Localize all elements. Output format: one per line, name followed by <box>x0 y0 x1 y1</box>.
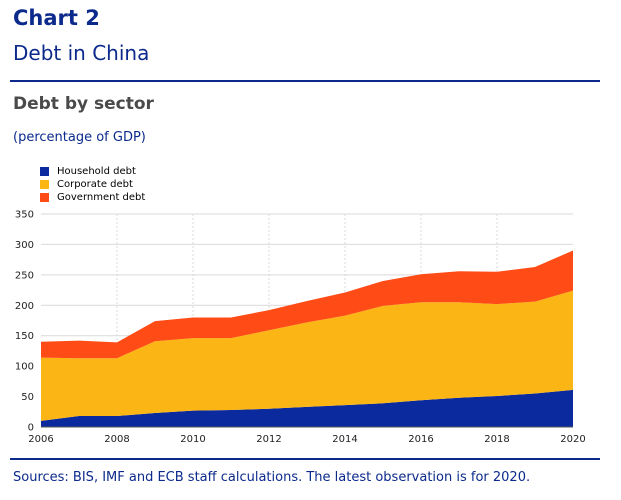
x-tick-label: 2010 <box>180 434 205 445</box>
chart-number: Chart 2 <box>13 6 100 30</box>
y-tick-label: 300 <box>15 240 34 251</box>
legend-swatch-corporate <box>40 180 49 189</box>
x-tick-label: 2020 <box>560 434 585 445</box>
legend: Household debt Corporate debt Government… <box>40 165 145 204</box>
chart-title: Debt in China <box>13 41 150 65</box>
legend-item-corporate: Corporate debt <box>40 178 145 191</box>
legend-label-household: Household debt <box>57 166 136 177</box>
area-layer <box>41 250 573 427</box>
y-tick-label: 250 <box>15 270 34 281</box>
x-tick-label: 2006 <box>28 434 53 445</box>
x-tick-label: 2014 <box>332 434 357 445</box>
unit-label: (percentage of GDP) <box>13 130 146 145</box>
y-tick-label: 50 <box>21 392 34 403</box>
x-tick-label: 2018 <box>484 434 509 445</box>
sources-note: Sources: BIS, IMF and ECB staff calculat… <box>13 470 531 485</box>
legend-item-household: Household debt <box>40 165 145 178</box>
legend-label-government: Government debt <box>57 192 146 203</box>
x-tick-label: 2008 <box>104 434 129 445</box>
y-tick-label: 100 <box>15 362 34 373</box>
legend-swatch-household <box>40 167 49 176</box>
legend-label-corporate: Corporate debt <box>57 179 133 190</box>
axis-layer: 0 50 100 150 200 250 300 350 2006 2008 2010 2012 201… <box>15 210 586 446</box>
area-household-debt <box>41 389 573 427</box>
y-tick-label: 0 <box>28 423 34 434</box>
x-tick-label: 2016 <box>408 434 433 445</box>
top-divider <box>10 80 600 82</box>
stacked-area-chart: 0 50 100 150 200 250 300 350 2006 2008 2010 2012 201… <box>15 210 586 446</box>
bottom-divider <box>10 458 600 460</box>
legend-item-government: Government debt <box>40 191 145 204</box>
legend-swatch-government <box>40 193 49 202</box>
y-tick-label: 150 <box>15 331 34 342</box>
y-tick-label: 200 <box>15 301 34 312</box>
area-government-debt <box>41 250 573 359</box>
x-tick-label: 2012 <box>256 434 281 445</box>
chart-subtitle: Debt by sector <box>13 94 154 114</box>
area-corporate-debt <box>41 290 573 421</box>
y-tick-label: 350 <box>15 210 34 221</box>
